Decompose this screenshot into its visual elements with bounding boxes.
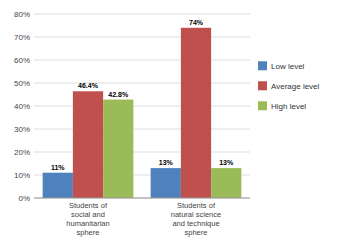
y-tick-label: 80% — [14, 10, 30, 19]
grid-line — [34, 106, 250, 107]
y-tick-label: 10% — [14, 171, 30, 180]
grid-line — [34, 152, 250, 153]
data-label: 13% — [159, 159, 174, 166]
legend-label: Average level — [271, 82, 320, 91]
legend-swatch — [258, 101, 267, 110]
x-tick-label: Students ofsocial andhumanitariansphere — [66, 201, 109, 237]
grid-line — [34, 14, 250, 15]
grid-line — [34, 60, 250, 61]
bars — [43, 28, 242, 198]
y-tick-label: 70% — [14, 33, 30, 42]
data-label: 74% — [189, 19, 204, 26]
bar — [181, 28, 211, 198]
legend-label: Low level — [271, 62, 305, 71]
grid-line — [34, 129, 250, 130]
grid-line — [34, 83, 250, 84]
grid-line — [34, 37, 250, 38]
data-label: 42.8% — [108, 91, 129, 98]
y-tick-label: 0% — [18, 194, 30, 203]
bar — [211, 168, 241, 198]
bar — [43, 173, 73, 198]
y-tick-label: 50% — [14, 79, 30, 88]
legend-label: High level — [271, 102, 306, 111]
legend: Low level Average level High level — [258, 61, 320, 111]
data-label: 11% — [51, 164, 65, 171]
bar — [103, 100, 133, 198]
y-tick-label: 20% — [14, 148, 30, 157]
chart: 0% 10% 20% 30% 40% 50% 60% 70% 80% 11% 13% 46.4% 74%… — [0, 0, 341, 252]
data-labels: 11% 13% 46.4% 74% 42.8% 13% — [51, 19, 234, 171]
grid-line — [34, 198, 250, 199]
bar — [151, 168, 181, 198]
grid — [34, 14, 250, 198]
x-tick-label: Students ofnatural scienceand techniques… — [171, 201, 221, 237]
legend-swatch — [258, 61, 267, 70]
bar — [73, 91, 103, 198]
x-axis — [34, 198, 250, 199]
y-tick-label: 60% — [14, 56, 30, 65]
data-label: 46.4% — [78, 82, 99, 89]
data-label: 13% — [219, 159, 234, 166]
legend-swatch — [258, 81, 267, 90]
y-tick-label: 40% — [14, 102, 30, 111]
y-tick-label: 30% — [14, 125, 30, 134]
